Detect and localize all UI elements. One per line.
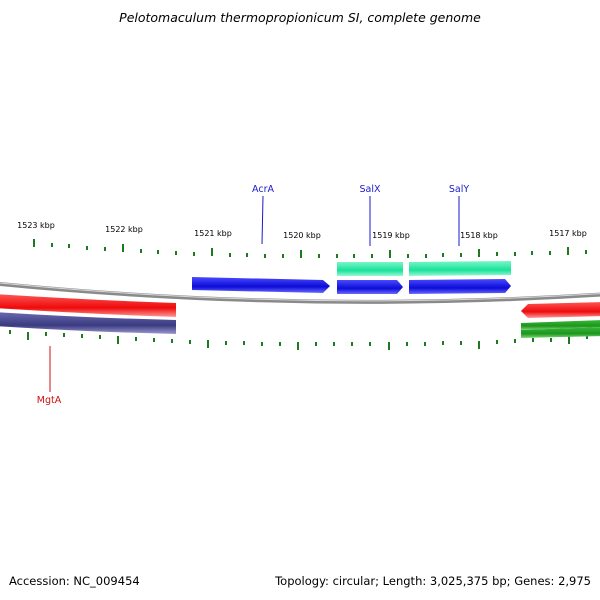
- map-title: Pelotomaculum thermopropionicum SI, comp…: [119, 10, 481, 25]
- gene-acra-feature[interactable]: [192, 277, 330, 293]
- outer-scale-ticks: [33, 239, 587, 258]
- gene-label-mgta[interactable]: MgtA: [37, 395, 62, 406]
- scale-label: 1522 kbp: [105, 225, 143, 234]
- gene-teal-feature-1[interactable]: [337, 262, 403, 276]
- genome-summary-text: Topology: circular; Length: 3,025,375 bp…: [274, 574, 591, 588]
- accession-text: Accession: NC_009454: [9, 574, 140, 588]
- gene-label-salx[interactable]: SalX: [360, 184, 381, 195]
- gene-label-acra[interactable]: AcrA: [252, 184, 274, 195]
- gene-green-feature-right[interactable]: [521, 320, 600, 330]
- scale-label: 1519 kbp: [372, 231, 410, 240]
- scale-label: 1520 kbp: [283, 231, 321, 240]
- gene-label-saly[interactable]: SalY: [449, 184, 469, 195]
- inner-scale-ticks: [9, 330, 588, 350]
- scale-labels: 1523 kbp 1522 kbp 1521 kbp 1520 kbp 1519…: [17, 221, 587, 240]
- acra-callout-line: [261, 195, 264, 245]
- gene-saly-feature[interactable]: [409, 279, 511, 294]
- gene-salx-feature[interactable]: [337, 280, 403, 294]
- genome-backbone-highlight: [0, 282, 600, 302]
- gene-green-feature-right-2[interactable]: [521, 327, 600, 338]
- scale-label: 1518 kbp: [460, 231, 498, 240]
- scale-label: 1523 kbp: [17, 221, 55, 230]
- genome-backbone: [0, 281, 600, 304]
- gene-purple-feature[interactable]: [0, 312, 176, 334]
- scale-label: 1517 kbp: [549, 229, 587, 238]
- gene-red-feature-right[interactable]: [521, 302, 600, 318]
- scale-label: 1521 kbp: [194, 229, 232, 238]
- gene-mgta-feature[interactable]: [0, 294, 176, 317]
- gene-teal-feature-2[interactable]: [409, 261, 511, 276]
